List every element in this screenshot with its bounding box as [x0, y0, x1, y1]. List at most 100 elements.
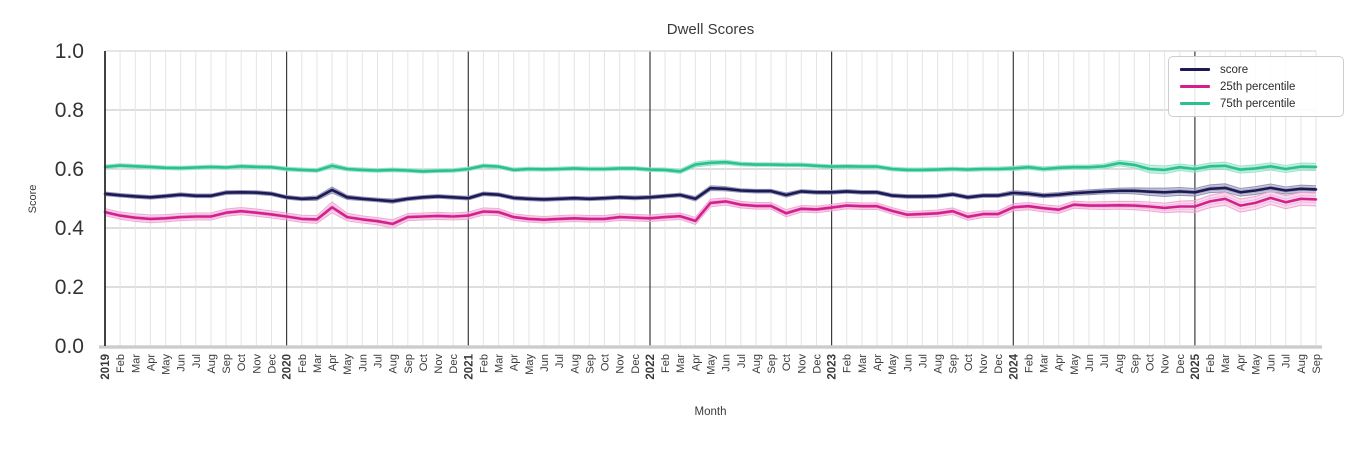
x-tick-label: Sep [766, 354, 778, 374]
x-tick-label: Feb [115, 354, 127, 373]
x-tick-label: May [887, 354, 899, 375]
x-tick-label: Sep [1311, 354, 1323, 374]
y-tick-label: 0.4 [55, 217, 85, 240]
x-tick-label: May [706, 354, 718, 375]
series-25th-percentile [103, 190, 1318, 229]
legend-label-25th-percentile: 25th percentile [1220, 80, 1296, 93]
x-tick-label: Feb [842, 354, 854, 373]
x-tick-label: Oct [1145, 354, 1157, 371]
x-tick-label: 2024 [1008, 353, 1020, 379]
x-tick-label: Aug [751, 354, 763, 374]
y-tick-label: 0.6 [55, 158, 84, 181]
legend-label-score: score [1220, 63, 1249, 76]
x-tick-label: Aug [206, 354, 218, 374]
x-tick-label: Nov [978, 354, 990, 374]
y-tick-label: 0.0 [55, 335, 84, 358]
x-tick-label: Dec [630, 354, 642, 374]
x-tick-label: Apr [509, 354, 521, 371]
x-tick-label: Nov [615, 354, 627, 374]
axes-spines [99, 50, 1322, 349]
x-tick-label: Apr [1054, 354, 1066, 371]
x-tick-label: Feb [1205, 354, 1217, 373]
x-tick-label: Dec [812, 354, 824, 374]
x-tick-label: Apr [872, 354, 884, 371]
x-tick-label: Mar [312, 354, 324, 373]
x-tick-label: Feb [297, 354, 309, 373]
x-tick-label: Aug [569, 354, 581, 374]
x-tick-label: Jun [357, 354, 369, 372]
series-75th-percentile [103, 159, 1318, 175]
x-tick-label: Oct [600, 354, 612, 371]
legend-row-25th-percentile: 25th percentile [1177, 78, 1335, 95]
x-tick-label: Apr [145, 354, 157, 371]
x-tick-label: Jun [721, 354, 733, 372]
band-edge-line [104, 163, 1317, 175]
x-tick-label: 2021 [463, 353, 475, 379]
x-tick-label: Oct [418, 354, 430, 371]
band-edge-line [104, 183, 1317, 200]
x-tick-label: Mar [494, 354, 506, 373]
x-tick-label: Apr [690, 354, 702, 371]
25th-percentile-line-swatch [1180, 84, 1210, 89]
x-tick-label: 2019 [100, 354, 112, 380]
x-tick-label: May [1069, 354, 1081, 375]
x-tick-label: May [342, 354, 354, 375]
x-tick-label: Nov [1160, 354, 1172, 374]
x-tick-label: Mar [1220, 354, 1232, 373]
series-line [103, 186, 1318, 203]
x-tick-label: Apr [327, 354, 339, 371]
x-tick-label: Jul [554, 354, 566, 368]
x-tick-label: Jul [1099, 354, 1111, 368]
x-tick-label: Sep [1129, 354, 1141, 374]
x-tick-label: Jun [539, 354, 551, 372]
x-tick-label: Oct [963, 354, 975, 371]
legend-row-score: score [1177, 61, 1335, 78]
x-tick-label: Dec [448, 354, 460, 374]
y-tick-label: 0.8 [55, 99, 84, 122]
x-tick-label: Dec [993, 354, 1005, 374]
x-tick-label: Nov [796, 354, 808, 374]
bottom-spine [99, 345, 1322, 349]
x-tick-label: Sep [221, 354, 233, 374]
x-tick-labels: 2019 Feb Mar Apr May Jun Jul Aug Sep Oct Nov Dec 202… [100, 353, 1323, 379]
band-edge-line [104, 203, 1317, 229]
legend-label-75th-percentile: 75th percentile [1220, 97, 1296, 110]
x-tick-label: 2022 [645, 354, 657, 380]
chart-title: Dwell Scores [666, 21, 755, 38]
x-tick-label: Mar [1039, 354, 1051, 373]
x-tick-label: Mar [130, 354, 142, 373]
x-tick-label: May [524, 354, 536, 375]
x-tick-label: Jun [1266, 354, 1278, 372]
series-line [103, 196, 1318, 226]
x-tick-label: Mar [675, 354, 687, 373]
x-tick-label: 2023 [827, 354, 839, 380]
x-tick-label: Aug [388, 354, 400, 374]
x-tick-label: Mar [857, 354, 869, 373]
x-tick-label: Oct [236, 354, 248, 371]
x-axis-title: Month [694, 406, 727, 418]
x-tick-label: Jun [1084, 354, 1096, 372]
band-edge-line [104, 194, 1317, 223]
75th-percentile-line-swatch [1180, 101, 1210, 106]
y-tick-label: 0.2 [55, 276, 84, 299]
x-tick-label: Jul [1281, 354, 1293, 368]
x-tick-label: Feb [660, 354, 672, 373]
x-tick-label: Feb [1023, 354, 1035, 373]
x-tick-label: May [1251, 354, 1263, 375]
x-tick-label: Aug [1114, 354, 1126, 374]
x-tick-label: Nov [433, 354, 445, 374]
band-edge-line [104, 159, 1317, 171]
x-tick-label: Dec [267, 354, 279, 374]
x-tick-label: Oct [781, 354, 793, 371]
x-tick-label: Apr [1235, 354, 1247, 371]
x-tick-label: Aug [933, 354, 945, 374]
x-tick-label: Sep [948, 354, 960, 374]
x-tick-label: Jul [373, 354, 385, 368]
series-line [103, 160, 1318, 173]
series-score [103, 183, 1318, 204]
y-axis-title: Score [27, 184, 39, 214]
legend: score 25th percentile 75th percentile [1168, 56, 1344, 117]
x-tick-label: Aug [1296, 354, 1308, 374]
x-tick-label: 2020 [282, 354, 294, 380]
